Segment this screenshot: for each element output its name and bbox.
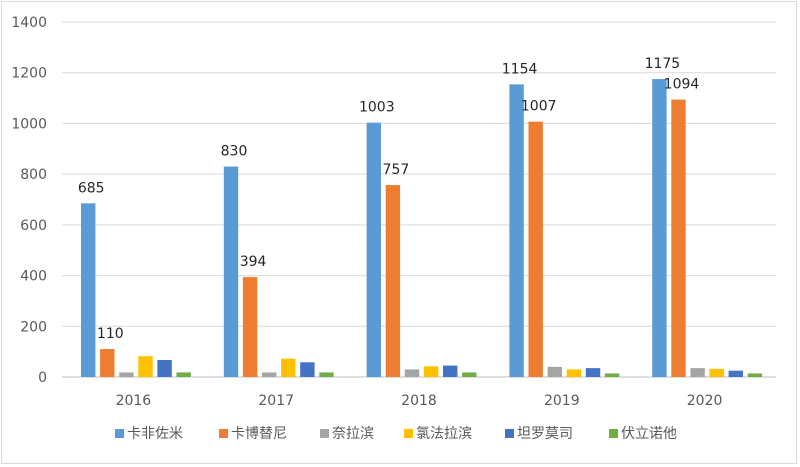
y-tick-label: 1000: [11, 116, 47, 132]
bar: [81, 203, 96, 377]
bar: [119, 372, 134, 377]
legend-swatch: [404, 429, 413, 438]
y-tick-label: 400: [20, 269, 47, 285]
legend-swatch: [320, 429, 329, 438]
legend-swatch: [505, 429, 514, 438]
bar: [671, 99, 686, 377]
data-label: 1007: [521, 99, 557, 115]
data-label: 1175: [645, 56, 681, 72]
bars: [81, 79, 763, 378]
y-axis-ticks: 0 200 400 600 800 1000 1200 1400: [11, 15, 47, 386]
y-tick-label: 200: [20, 319, 47, 335]
legend-label: 伏立诺他: [621, 426, 677, 442]
bar: [728, 370, 743, 377]
bar: [281, 358, 296, 377]
data-label: 1003: [359, 100, 395, 116]
bar: [585, 368, 601, 377]
y-tick-label: 800: [20, 167, 47, 183]
bar: [262, 372, 277, 377]
x-tick-label: 2016: [116, 393, 152, 409]
legend-label: 氯法拉滨: [416, 426, 472, 442]
legend-swatch: [219, 429, 228, 438]
bar: [385, 185, 401, 377]
y-tick-label: 600: [20, 218, 47, 234]
bar: [652, 79, 667, 377]
bar: [566, 369, 582, 377]
y-tick-label: 0: [38, 370, 47, 386]
legend-label: 坦罗莫司: [517, 426, 573, 442]
legend-swatch: [115, 429, 124, 438]
y-tick-label: 1200: [11, 66, 47, 82]
bar: [366, 122, 381, 378]
bar: [423, 366, 439, 377]
x-tick-label: 2019: [544, 393, 580, 409]
data-label: 1154: [502, 61, 538, 77]
bar: [462, 372, 477, 377]
data-label: 685: [78, 180, 105, 196]
bar: [138, 356, 153, 377]
data-label: 1094: [664, 77, 700, 93]
bar: [404, 369, 420, 377]
gridlines: [62, 21, 776, 378]
data-labels: 685 110 830 394 1003 757 1154 1007 1175 1094: [78, 56, 700, 342]
bar: [176, 372, 191, 377]
x-axis-ticks: 2016 2017 2018 2019 2020: [116, 393, 723, 409]
bar: [528, 121, 543, 378]
y-tick-label: 1400: [11, 15, 47, 31]
bar: [443, 365, 458, 377]
bar: [709, 368, 724, 377]
bar: [157, 360, 172, 377]
bar: [100, 349, 115, 377]
bar: [319, 372, 334, 377]
data-label: 830: [221, 144, 248, 160]
legend-label: 卡非佐米: [127, 426, 183, 442]
bar: [242, 277, 258, 377]
legend-label: 奈拉滨: [332, 426, 374, 442]
data-label: 110: [97, 326, 124, 342]
bar: [547, 366, 562, 377]
data-label: 757: [383, 162, 410, 178]
data-label: 394: [240, 254, 267, 270]
x-tick-label: 2017: [258, 393, 294, 409]
legend-swatch: [609, 429, 618, 438]
bar: [690, 368, 705, 377]
bar: [604, 373, 620, 377]
legend: 卡非佐米 卡博替尼 奈拉滨 氯法拉滨 坦罗莫司 伏立诺他: [115, 425, 677, 442]
x-tick-label: 2020: [687, 393, 723, 409]
bar: [223, 166, 239, 377]
bar: [509, 84, 524, 377]
bar: [747, 373, 763, 377]
bar: [300, 362, 315, 377]
x-tick-label: 2018: [401, 393, 437, 409]
legend-label: 卡博替尼: [231, 425, 287, 442]
